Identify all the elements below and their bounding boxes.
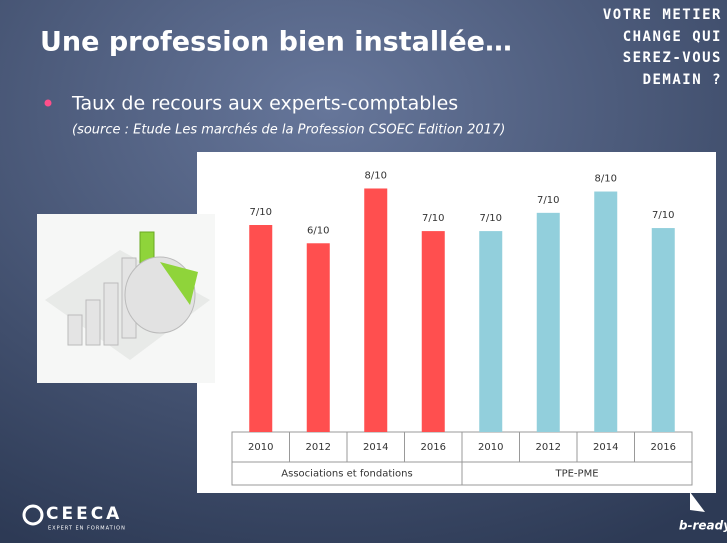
logo-right: b-ready	[679, 492, 727, 533]
bar	[421, 231, 445, 432]
x-tick-label: 2010	[478, 442, 503, 453]
x-tick-label: 2014	[593, 442, 618, 453]
tagline-line: CHANGE QUI	[623, 29, 722, 45]
bar	[651, 228, 675, 432]
tagline-line: DEMAIN ?	[643, 72, 722, 88]
x-tick-label: 2014	[363, 442, 388, 453]
illustration	[37, 214, 215, 383]
x-tick-label: 2016	[421, 442, 446, 453]
source-text: (source : Etude Les marchés de la Profes…	[72, 123, 505, 138]
logo-left: CEECA EXPERT EN FORMATION	[22, 504, 126, 532]
bar	[249, 225, 273, 432]
bullet-text: Taux de recours aux experts-comptables	[71, 93, 458, 115]
bar	[536, 212, 560, 432]
value-label: 8/10	[365, 170, 387, 181]
slide-title: Une profession bien installée…	[40, 27, 512, 58]
x-tick-label: 2012	[306, 442, 331, 453]
value-label: 7/10	[537, 195, 559, 206]
bar	[479, 231, 503, 432]
value-label: 7/10	[250, 207, 272, 218]
x-tick-label: 2010	[248, 442, 273, 453]
bar	[364, 188, 388, 432]
value-label: 7/10	[422, 213, 444, 224]
bar	[594, 191, 618, 432]
tagline-line: VOTRE METIER	[603, 7, 722, 23]
x-tick-label: 2016	[651, 442, 676, 453]
logo-text: b-ready	[679, 519, 727, 533]
group-label: Associations et fondations	[281, 469, 412, 480]
group-label: TPE-PME	[554, 469, 598, 480]
bar	[306, 243, 330, 432]
value-label: 7/10	[652, 210, 674, 221]
chart-panel	[197, 152, 716, 493]
bullet-dot	[44, 99, 52, 107]
tagline: VOTRE METIER CHANGE QUI SEREZ-VOUS DEMAI…	[603, 7, 722, 88]
value-label: 7/10	[480, 213, 502, 224]
value-label: 6/10	[307, 225, 329, 236]
logo-subtext: EXPERT EN FORMATION	[48, 526, 126, 532]
value-label: 8/10	[595, 174, 617, 185]
x-tick-label: 2012	[536, 442, 561, 453]
logo-text: CEECA	[46, 504, 122, 524]
tagline-line: SEREZ-VOUS	[623, 50, 722, 66]
